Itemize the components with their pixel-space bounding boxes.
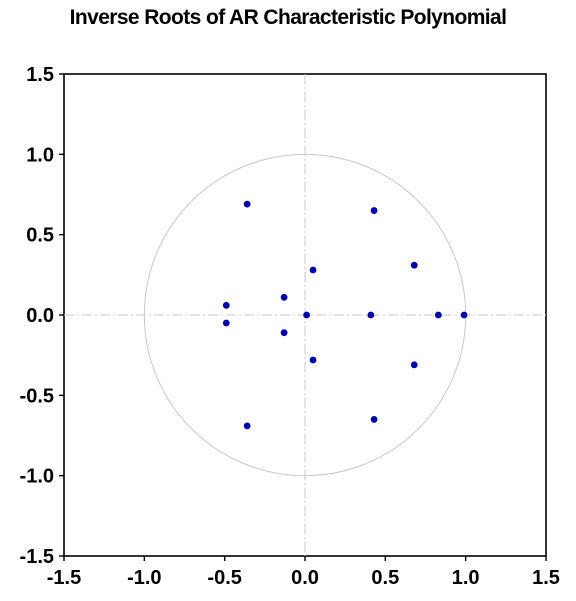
y-tick-label: 0.0 — [26, 305, 54, 327]
x-tick-label: -1.5 — [47, 567, 81, 589]
chart-title: Inverse Roots of AR Characteristic Polyn… — [69, 6, 507, 29]
root-point — [410, 361, 418, 369]
y-tick-label: -0.5 — [20, 385, 54, 407]
x-tick-label: 0.5 — [371, 567, 399, 589]
root-point — [309, 266, 317, 274]
x-tick-label: -0.5 — [207, 567, 241, 589]
root-point — [303, 311, 311, 319]
y-tick-label: 1.5 — [26, 64, 54, 86]
root-point — [434, 311, 442, 319]
y-tick-label: -1.0 — [20, 466, 54, 488]
root-point — [367, 311, 375, 319]
y-tick-label: -1.5 — [20, 546, 54, 568]
y-axis: 1.5 1.0 0.5 0.0 -0.5 -1.0 -1.5 — [20, 64, 64, 568]
root-point — [309, 356, 317, 364]
x-tick-label: 0.0 — [291, 567, 319, 589]
root-point — [243, 422, 251, 430]
root-points — [222, 200, 468, 430]
root-point — [222, 319, 230, 327]
x-tick-label: -1.0 — [127, 567, 161, 589]
y-tick-label: 1.0 — [26, 144, 54, 166]
y-tick-label: 0.5 — [26, 225, 54, 247]
x-tick-label: 1.0 — [452, 567, 480, 589]
root-point — [460, 311, 468, 319]
root-point — [243, 200, 251, 208]
x-tick-label: 1.5 — [532, 567, 560, 589]
root-point — [410, 261, 418, 269]
root-point — [370, 207, 378, 214]
root-point — [280, 293, 288, 301]
x-axis: -1.5 -1.0 -0.5 0.0 0.5 1.0 1.5 — [47, 556, 560, 589]
root-point — [370, 416, 378, 423]
root-point — [280, 329, 288, 337]
root-point — [222, 301, 230, 309]
